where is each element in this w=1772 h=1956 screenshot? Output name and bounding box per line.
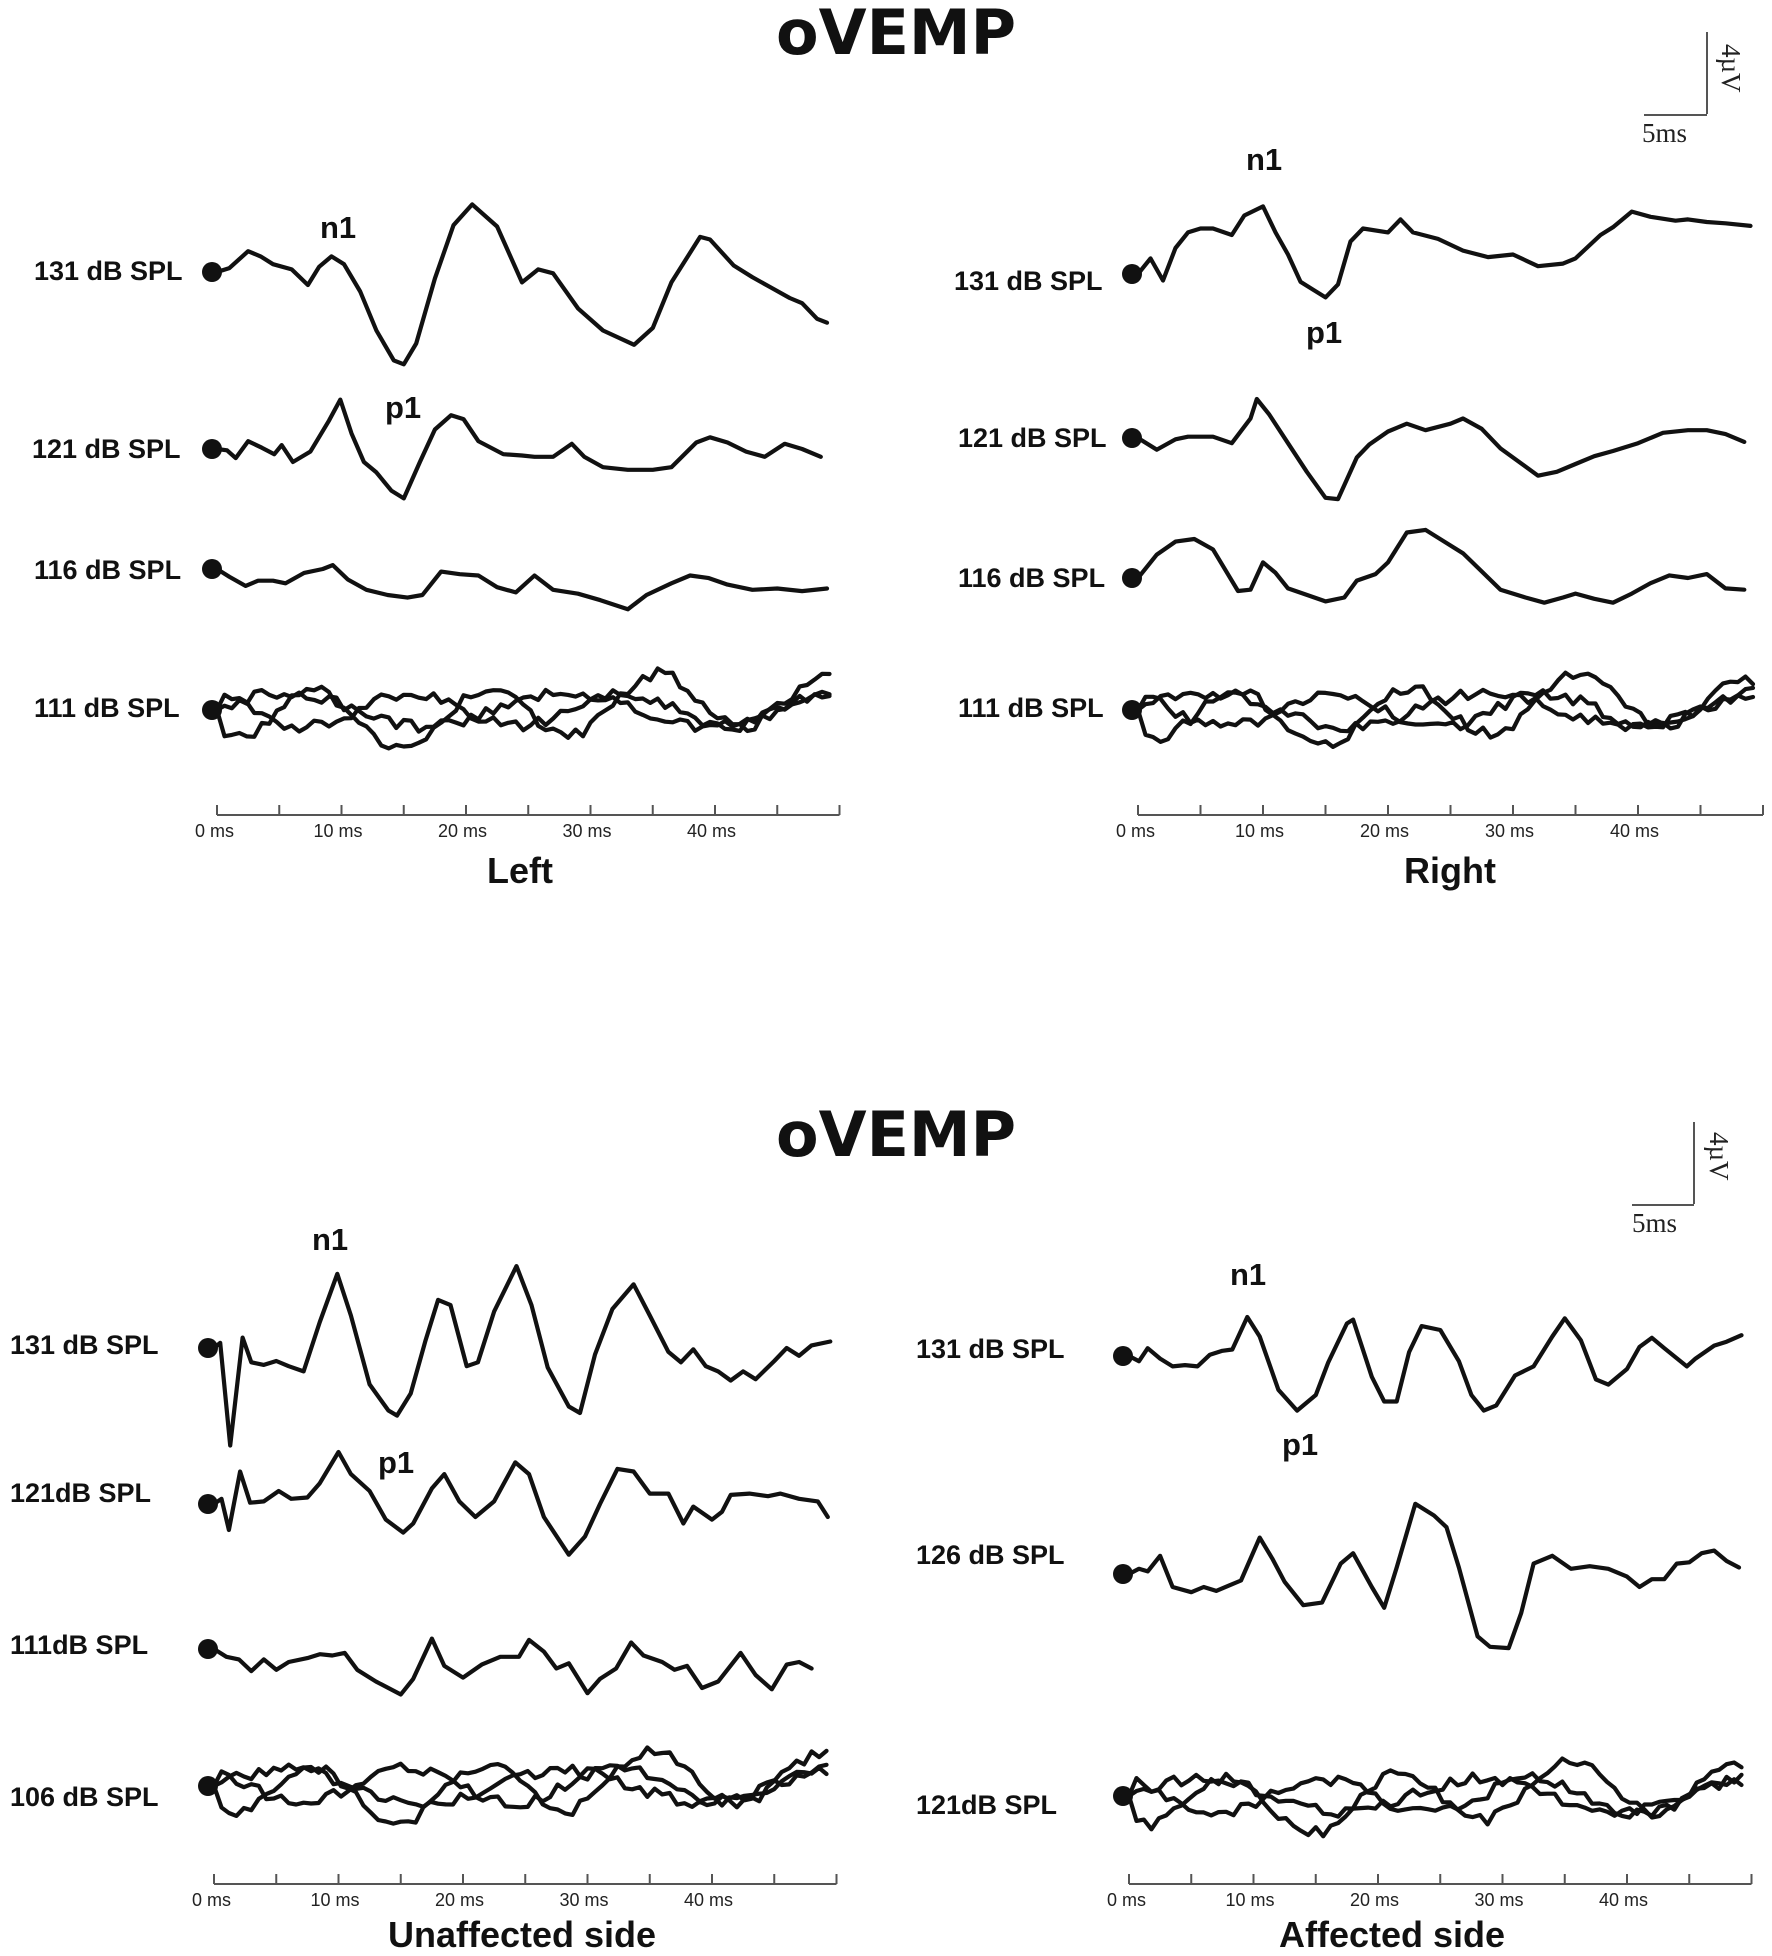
figure-2-scale-bar: 5ms 4µV <box>1626 1118 1756 1238</box>
stimulus-onset-dot-icon <box>1122 428 1142 448</box>
trace-label: 131 dB SPL <box>10 1330 159 1360</box>
peak-label-p1: p1 <box>385 390 422 425</box>
axis-tick-label: 10 ms <box>1225 1890 1275 1910</box>
scale-bar-amplitude-line <box>1706 32 1708 114</box>
stimulus-onset-dot-icon <box>1113 1564 1133 1584</box>
trace-label: 111 dB SPL <box>958 693 1104 723</box>
stimulus-onset-dot-icon <box>1113 1786 1133 1806</box>
panel-title: Unaffected side <box>387 1914 657 1955</box>
waveform-trace <box>1135 670 1756 750</box>
trace-label: 131 dB SPL <box>954 266 1103 296</box>
stimulus-onset-dot-icon <box>202 262 222 282</box>
axis-tick-label: 40 ms <box>1610 821 1660 841</box>
axis-tick-label: 10 ms <box>1235 821 1285 841</box>
axis-tick-label: 30 ms <box>1485 821 1535 841</box>
stimulus-onset-dot-icon <box>198 1338 218 1358</box>
peak-label-n1: n1 <box>1230 1257 1267 1292</box>
waveform-trace <box>1135 396 1747 502</box>
trace-label: 111dB SPL <box>10 1630 149 1660</box>
peak-label-p1: p1 <box>378 1445 415 1480</box>
stimulus-onset-dot-icon <box>198 1776 218 1796</box>
axis-tick-label: 0 ms <box>195 821 235 841</box>
waveform-trace <box>1135 204 1753 300</box>
waveform-trace <box>214 688 832 734</box>
waveform-trace <box>1126 1756 1744 1839</box>
figure-1-scale-bar: 5ms 4µV <box>1636 30 1756 150</box>
panel-title: Affected side <box>1278 1914 1506 1955</box>
figure-1-title: oVEMP <box>776 0 1017 69</box>
waveform-trace <box>1126 1314 1744 1413</box>
trace-label: 121dB SPL <box>10 1478 152 1508</box>
panel-title: Left <box>487 850 553 891</box>
stimulus-onset-dot-icon <box>198 1494 218 1514</box>
waveform-trace <box>211 1761 829 1810</box>
stimulus-onset-dot-icon <box>202 700 222 720</box>
peak-label-p1: p1 <box>1282 1427 1319 1462</box>
trace-label: 126 dB SPL <box>916 1540 1065 1570</box>
scale-bar-time-label: 5ms <box>1642 118 1688 148</box>
axis-tick-label: 20 ms <box>1350 1890 1400 1910</box>
scale-bar-time-line <box>1644 114 1707 116</box>
waveform-trace <box>1135 527 1747 605</box>
peak-label-n1: n1 <box>1246 142 1283 177</box>
stimulus-onset-dot-icon <box>1122 264 1142 284</box>
axis-tick-label: 20 ms <box>438 821 488 841</box>
axis-tick-label: 10 ms <box>313 821 363 841</box>
scale-bar-time-label: 5ms <box>1632 1208 1678 1238</box>
axis-tick-label: 10 ms <box>310 1890 360 1910</box>
waveform-trace <box>211 1449 830 1557</box>
axis-tick-label: 30 ms <box>562 821 612 841</box>
waveform-trace <box>1126 1771 1744 1820</box>
waveform-trace <box>211 1745 829 1826</box>
trace-label: 121dB SPL <box>916 1790 1058 1820</box>
peak-label-n1: n1 <box>320 210 357 245</box>
waveform-trace <box>1126 1501 1742 1651</box>
stimulus-onset-dot-icon <box>198 1639 218 1659</box>
figure-2-title: oVEMP <box>776 1098 1017 1171</box>
waveform-trace <box>214 666 832 751</box>
trace-label: 121 dB SPL <box>958 423 1107 453</box>
peak-label-p1: p1 <box>1306 315 1343 350</box>
peak-label-n1: n1 <box>312 1222 349 1257</box>
waveform-trace <box>214 562 830 612</box>
waveform-trace <box>211 1636 814 1697</box>
trace-label: 106 dB SPL <box>10 1782 159 1812</box>
waveform-trace <box>214 397 823 501</box>
axis-tick-label: 0 ms <box>192 1890 232 1910</box>
stimulus-onset-dot-icon <box>202 559 222 579</box>
axis-tick-label: 30 ms <box>559 1890 609 1910</box>
trace-label: 121 dB SPL <box>32 434 181 464</box>
waveform-trace <box>211 1263 833 1448</box>
trace-label: 131 dB SPL <box>916 1334 1065 1364</box>
axis-tick-label: 40 ms <box>687 821 737 841</box>
waveform-trace <box>214 687 832 734</box>
axis-tick-label: 0 ms <box>1107 1890 1147 1910</box>
trace-label: 111 dB SPL <box>34 693 180 723</box>
axis-tick-label: 0 ms <box>1116 821 1156 841</box>
axis-tick-label: 40 ms <box>1599 1890 1649 1910</box>
waveform-trace <box>211 1762 829 1810</box>
scale-bar-time-line <box>1632 1204 1694 1206</box>
stimulus-onset-dot-icon <box>1122 700 1142 720</box>
panel-4 <box>1113 1314 1753 1885</box>
panel-3 <box>198 1263 838 1885</box>
axis-tick-label: 20 ms <box>1360 821 1410 841</box>
axis-tick-label: 20 ms <box>435 1890 485 1910</box>
stimulus-onset-dot-icon <box>1113 1346 1133 1366</box>
stimulus-onset-dot-icon <box>202 439 222 459</box>
trace-label: 131 dB SPL <box>34 256 183 286</box>
axis-tick-label: 30 ms <box>1474 1890 1524 1910</box>
scale-bar-amplitude-line <box>1693 1122 1695 1204</box>
trace-label: 116 dB SPL <box>958 563 1106 593</box>
stimulus-onset-dot-icon <box>1122 568 1142 588</box>
trace-label: 116 dB SPL <box>34 555 182 585</box>
panel-2 <box>1122 204 1764 816</box>
panel-title: Right <box>1404 850 1496 891</box>
panel-1 <box>202 202 841 816</box>
waveform-trace <box>214 202 830 367</box>
axis-tick-label: 40 ms <box>684 1890 734 1910</box>
